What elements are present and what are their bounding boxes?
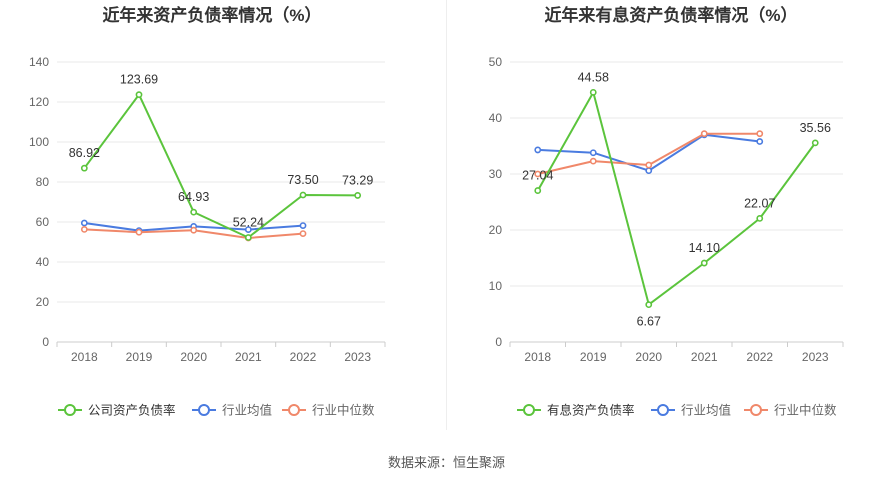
- data-point: [756, 138, 764, 145]
- x-tick-label: 2023: [344, 350, 371, 364]
- legend-label: 公司资产负债率: [88, 403, 176, 418]
- y-tick-label: 140: [29, 55, 49, 69]
- data-point: [190, 208, 198, 216]
- legend-swatch-marker: [523, 404, 535, 416]
- legend-swatch-marker: [288, 404, 300, 416]
- data-label: 73.29: [342, 173, 373, 187]
- y-tick-label: 0: [42, 335, 49, 349]
- y-tick-label: 30: [489, 167, 503, 181]
- x-tick-label: 2020: [180, 350, 207, 364]
- legend-swatch-marker: [657, 404, 669, 416]
- x-tick-label: 2022: [746, 350, 773, 364]
- data-point: [534, 170, 542, 178]
- x-tick-label: 2021: [691, 350, 718, 364]
- data-label: 73.50: [287, 173, 318, 187]
- data-point: [645, 167, 653, 175]
- data-point: [534, 187, 542, 194]
- chart-title: 近年来资产负债率情况（%）: [102, 5, 321, 25]
- legend-label: 行业均值: [681, 403, 731, 418]
- data-label: 14.10: [689, 241, 720, 255]
- data-point: [645, 161, 653, 169]
- data-point: [244, 226, 252, 233]
- data-point: [244, 234, 252, 241]
- legend-swatch-marker: [198, 404, 210, 416]
- data-label: 52.24: [233, 216, 264, 230]
- y-tick-label: 50: [489, 55, 503, 69]
- data-point: [80, 164, 88, 172]
- x-tick-label: 2019: [126, 350, 153, 364]
- data-point: [80, 225, 88, 233]
- data-point: [589, 157, 597, 165]
- data-label: 64.93: [178, 190, 209, 204]
- legend-swatch-marker: [750, 404, 762, 416]
- y-tick-label: 40: [36, 255, 50, 269]
- data-point: [589, 88, 597, 96]
- x-tick-label: 2022: [290, 350, 317, 364]
- data-point: [756, 130, 764, 138]
- chart-total-debt-ratio: 近年来资产负债率情况（%） 0 20 40 60 80 100 120 140 2018 2019…: [29, 5, 386, 418]
- data-point: [135, 228, 143, 236]
- data-point: [700, 130, 708, 138]
- y-tick-label: 80: [36, 175, 50, 189]
- y-tick-label: 40: [489, 111, 503, 125]
- data-point: [190, 226, 198, 234]
- data-point: [135, 91, 143, 99]
- x-tick-label: 2018: [524, 350, 551, 364]
- data-point: [80, 219, 88, 227]
- data-point: [645, 301, 653, 309]
- y-tick-label: 60: [36, 215, 50, 229]
- x-tick-label: 2021: [235, 350, 262, 364]
- data-point: [299, 222, 307, 229]
- data-label: 86.92: [69, 146, 100, 160]
- y-tick-label: 10: [489, 279, 503, 293]
- data-label: 6.67: [637, 315, 661, 329]
- y-tick-label: 0: [495, 335, 502, 349]
- chart-interest-debt-ratio: 近年来有息资产负债率情况（%） 0 10 20 30 40 50 2018 2019 2020 2…: [489, 5, 844, 418]
- series-line: [536, 91, 817, 306]
- legend-label: 行业中位数: [312, 403, 375, 418]
- y-tick-label: 120: [29, 95, 49, 109]
- data-point: [299, 230, 307, 237]
- y-tick-label: 20: [489, 223, 503, 237]
- chart-title: 近年来有息资产负债率情况（%）: [544, 5, 797, 25]
- x-tick-label: 2019: [580, 350, 607, 364]
- data-point: [700, 259, 708, 267]
- series-line: [83, 93, 358, 239]
- legend-label: 有息资产负债率: [547, 403, 635, 418]
- x-tick-label: 2018: [71, 350, 98, 364]
- data-label: 22.07: [744, 196, 775, 210]
- data-label: 123.69: [120, 73, 158, 87]
- data-label: 27.04: [522, 169, 553, 183]
- data-label: 35.56: [800, 121, 831, 135]
- legend-label: 行业均值: [222, 403, 272, 418]
- data-point: [589, 149, 597, 157]
- data-point: [811, 139, 819, 147]
- data-point: [534, 146, 542, 154]
- x-tick-label: 2023: [802, 350, 829, 364]
- legend-swatch-marker: [64, 404, 76, 416]
- y-tick-label: 100: [29, 135, 49, 149]
- data-source-note: 数据来源：恒生聚源: [387, 455, 505, 470]
- data-point: [299, 191, 307, 199]
- y-tick-label: 20: [36, 295, 50, 309]
- data-label: 44.58: [578, 70, 609, 84]
- data-point: [354, 192, 362, 199]
- legend-label: 行业中位数: [774, 403, 837, 418]
- x-tick-label: 2020: [635, 350, 662, 364]
- data-point: [756, 215, 764, 222]
